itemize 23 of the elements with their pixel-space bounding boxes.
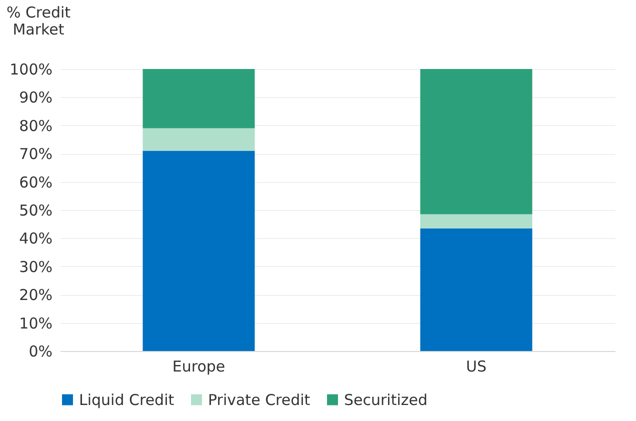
y-tick-label: 50% xyxy=(19,202,52,220)
y-tick-label: 0% xyxy=(28,342,52,360)
bar xyxy=(142,128,255,151)
bar xyxy=(420,69,532,214)
y-tick-label: 30% xyxy=(19,258,52,276)
y-tick-label: 90% xyxy=(19,88,52,107)
y-tick-label: 10% xyxy=(19,314,52,332)
bar xyxy=(420,214,532,228)
bar xyxy=(420,228,532,351)
y-tick-label: 20% xyxy=(19,286,52,304)
y-axis-title: % Credit Market xyxy=(6,4,71,38)
legend-label: Private Credit xyxy=(208,390,310,409)
y-tick-label: 100% xyxy=(10,60,52,78)
bar xyxy=(142,150,255,351)
y-tick-label: 40% xyxy=(19,230,52,248)
x-tick-label: US xyxy=(466,358,487,376)
y-tick-label: 70% xyxy=(19,145,52,164)
bar xyxy=(142,69,255,128)
legend-label: Securitized xyxy=(344,390,428,409)
y-tick-label: 60% xyxy=(19,173,52,192)
legend-label: Liquid Credit xyxy=(79,390,174,409)
x-tick-label: Europe xyxy=(172,358,226,376)
y-tick-label: 80% xyxy=(19,116,52,135)
